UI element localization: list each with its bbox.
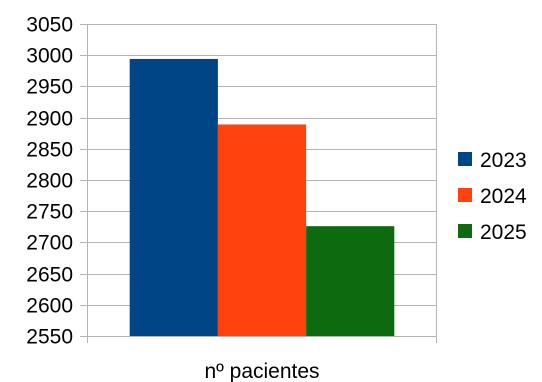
y-axis-ticks: 2550 2600 2650 2700 2750 2800 2850 2900 2950 3000… bbox=[26, 14, 73, 349]
y-tick-label: 2700 bbox=[26, 232, 73, 255]
legend-label-2025: 2025 bbox=[480, 221, 527, 244]
y-tick-label: 2950 bbox=[26, 76, 73, 99]
legend-label-2023: 2023 bbox=[480, 149, 527, 172]
y-tick-label: 2550 bbox=[26, 326, 73, 349]
y-tick-label: 3050 bbox=[26, 14, 73, 37]
x-category-label: nº pacientes bbox=[204, 360, 319, 382]
x-axis: nº pacientes bbox=[204, 360, 319, 382]
y-tick-label: 2850 bbox=[26, 139, 73, 162]
y-tick-label: 2900 bbox=[26, 108, 73, 131]
y-tick-label: 2750 bbox=[26, 201, 73, 224]
legend: 2023 2024 2025 bbox=[458, 149, 527, 244]
y-tick-label: 2650 bbox=[26, 264, 73, 287]
bar-2023 bbox=[129, 58, 218, 336]
bar-2025 bbox=[306, 226, 395, 336]
y-tick-label: 2800 bbox=[26, 170, 73, 193]
bar-2024 bbox=[217, 124, 307, 337]
y-tick-label: 3000 bbox=[26, 45, 73, 68]
legend-label-2024: 2024 bbox=[480, 185, 527, 208]
legend-swatch-2024 bbox=[458, 188, 472, 202]
legend-swatch-2025 bbox=[458, 224, 472, 238]
legend-swatch-2023 bbox=[458, 152, 472, 166]
y-tick-label: 2600 bbox=[26, 295, 73, 318]
bars bbox=[129, 58, 395, 337]
